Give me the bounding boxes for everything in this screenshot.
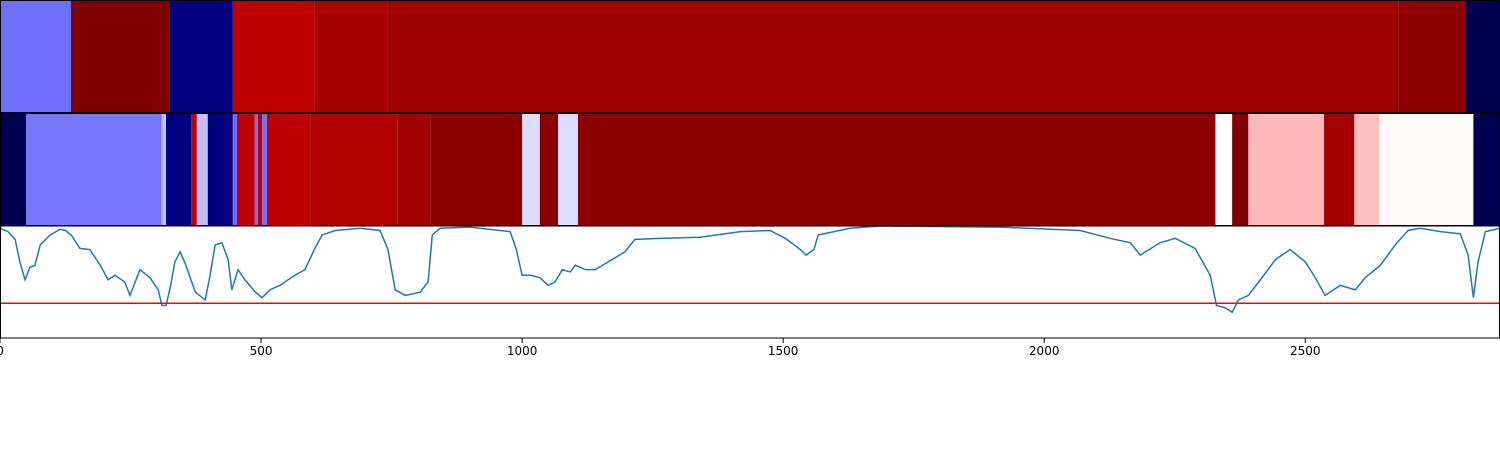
segment: [0, 114, 27, 226]
panel-frame: [0, 225, 1500, 339]
segment: [314, 1, 388, 113]
segment: [539, 114, 559, 226]
segment: [1354, 114, 1380, 226]
segment: [191, 114, 197, 226]
x-tick-label: 2000: [1029, 344, 1060, 358]
x-tick-label: 500: [250, 344, 273, 358]
segment: [387, 1, 1399, 113]
segment: [161, 114, 167, 226]
segment: [257, 114, 263, 226]
x-tick-label: 0: [0, 344, 4, 358]
segment: [397, 114, 431, 226]
segment: [207, 114, 233, 226]
segment: [577, 114, 1216, 226]
segment: [71, 1, 170, 113]
segment: [1398, 1, 1467, 113]
segment: [1379, 114, 1474, 226]
segment: [430, 114, 523, 226]
segment: [232, 1, 315, 113]
segment: [169, 1, 233, 113]
signal-line: [0, 225, 1500, 314]
segment: [0, 1, 72, 113]
x-tick-label: 1000: [507, 344, 538, 358]
segment: [254, 114, 258, 226]
segment: [1466, 1, 1500, 113]
segment: [558, 114, 578, 226]
segment: [1215, 114, 1233, 226]
segment: [522, 114, 540, 226]
segment: [26, 114, 162, 226]
segment: [262, 114, 267, 226]
segment: [237, 114, 255, 226]
segment: [1324, 114, 1355, 226]
x-tick-label: 1500: [768, 344, 799, 358]
segment: [166, 114, 192, 226]
x-tick-label: 2500: [1290, 344, 1321, 358]
segment: [1248, 114, 1325, 226]
segment: [310, 114, 398, 226]
segment: [232, 114, 238, 226]
segment: [1473, 114, 1500, 226]
segment: [196, 114, 208, 226]
segment: [1232, 114, 1249, 226]
segment: [266, 114, 311, 226]
